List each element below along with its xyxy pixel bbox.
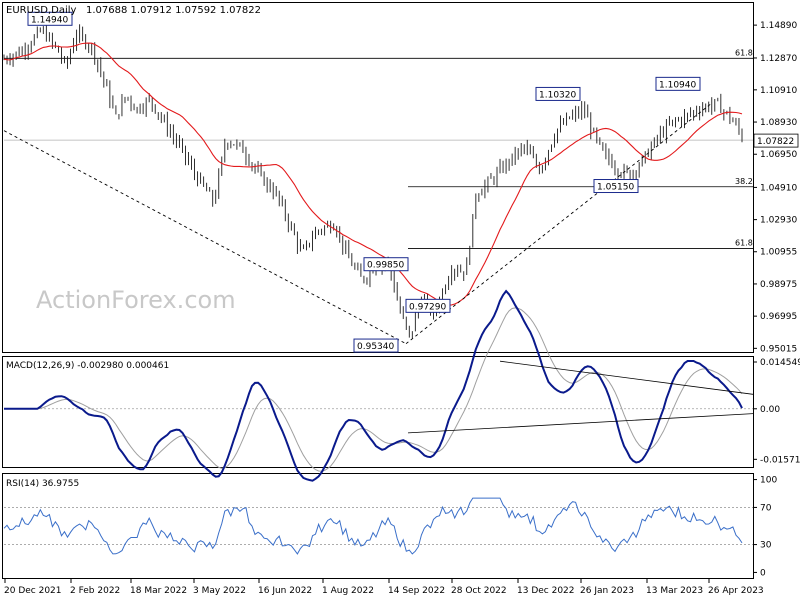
price-annotation-label: 0.99850 <box>367 261 404 271</box>
price-annotation-label: 1.10940 <box>659 80 696 90</box>
rsi-y-tick-label: 100 <box>760 476 777 486</box>
price-annotation-label: 1.05150 <box>597 183 634 193</box>
x-tick-label: 26 Apr 2023 <box>708 586 764 596</box>
price-annotation-box <box>363 257 409 272</box>
macd-support-trendline <box>407 413 754 434</box>
price-y-tick-label: 1.14890 <box>760 21 797 31</box>
x-tick-label: 14 Sep 2022 <box>388 586 445 596</box>
symbol-label: EURUSD,Daily <box>6 5 77 16</box>
rsi-y-tick-label: 70 <box>760 503 772 513</box>
price-annotation-label: 0.97290 <box>409 302 446 312</box>
macd-y-tick-label: -0.015712 <box>760 455 800 465</box>
x-tick-label: 28 Oct 2022 <box>451 586 507 596</box>
price-annotation-label: 1.10320 <box>539 90 576 100</box>
current-price-tag <box>753 133 799 148</box>
price-annotation-box <box>405 298 451 313</box>
x-tick-label: 1 Aug 2022 <box>322 586 374 596</box>
macd-layer <box>4 289 754 482</box>
macd-y-tick-label: 0.014549 <box>760 358 800 368</box>
moving-average-line <box>3 42 743 306</box>
price-y-tick-label: 1.06950 <box>760 150 797 160</box>
rsi-line <box>3 497 743 555</box>
falling-trendline <box>3 130 407 345</box>
axis-layer: 20 Dec 2021 2 Feb 2022 18 Mar 2022 3 May 20… <box>4 21 800 596</box>
macd-resistance-trendline <box>499 360 754 395</box>
fib-level-label: 61.8 <box>735 48 753 57</box>
price-y-tick-label: 1.08930 <box>760 118 797 128</box>
x-tick-label: 16 Jun 2022 <box>258 586 312 596</box>
price-annotation-label: 1.14940 <box>31 15 68 25</box>
price-annotation-box <box>353 338 399 353</box>
x-tick-label: 20 Dec 2021 <box>4 586 62 596</box>
x-tick-label: 13 Mar 2023 <box>646 586 703 596</box>
price-annotation-box <box>535 86 581 101</box>
macd-line <box>4 289 743 482</box>
current-price-tag-text: 1.07822 <box>757 137 794 147</box>
x-tick-label: 2 Feb 2022 <box>70 586 120 596</box>
rsi-panel-frame <box>2 473 754 579</box>
ohlc-label: 1.07688 1.07912 1.07592 1.07822 <box>86 5 261 16</box>
fib-level-label: 61.8 <box>735 239 753 248</box>
price-annotation-box <box>593 179 639 194</box>
macd-signal-line <box>4 307 743 472</box>
x-tick-label: 3 May 2022 <box>193 586 246 596</box>
price-y-tick-label: 0.96995 <box>760 312 797 322</box>
x-tick-label: 26 Jan 2023 <box>580 586 634 596</box>
price-annotation-box <box>27 11 73 26</box>
rising-trendline <box>405 102 713 345</box>
price-y-tick-label: 0.95015 <box>760 344 797 354</box>
price-y-tick-label: 0.98975 <box>760 280 797 290</box>
price-annotation-box <box>655 76 701 91</box>
x-tick-label: 13 Dec 2022 <box>517 586 575 596</box>
price-y-tick-label: 1.00955 <box>760 248 797 258</box>
rsi-layer <box>3 497 753 555</box>
price-y-tick-label: 1.12870 <box>760 54 797 64</box>
x-tick-label: 18 Mar 2022 <box>130 586 187 596</box>
price-layer: 61.8 38.2 61.8 1.14940 1.10320 1.10940 1.05150… <box>3 11 753 353</box>
watermark: ActionForex.com <box>36 286 236 314</box>
price-y-tick-label: 1.10910 <box>760 86 797 96</box>
price-y-tick-label: 1.02930 <box>760 216 797 226</box>
macd-label: MACD(12,26,9) -0.002980 0.000461 <box>6 361 169 371</box>
rsi-y-tick-label: 0 <box>760 568 766 578</box>
price-annotation-label: 0.95340 <box>357 342 394 352</box>
macd-y-tick-label: 0.00 <box>760 405 780 415</box>
fib-level-label: 38.2 <box>735 177 753 186</box>
rsi-label: RSI(14) 36.9755 <box>6 479 79 489</box>
price-y-tick-label: 1.04910 <box>760 183 797 193</box>
rsi-y-tick-label: 30 <box>760 541 772 551</box>
macd-panel-frame <box>2 356 754 468</box>
